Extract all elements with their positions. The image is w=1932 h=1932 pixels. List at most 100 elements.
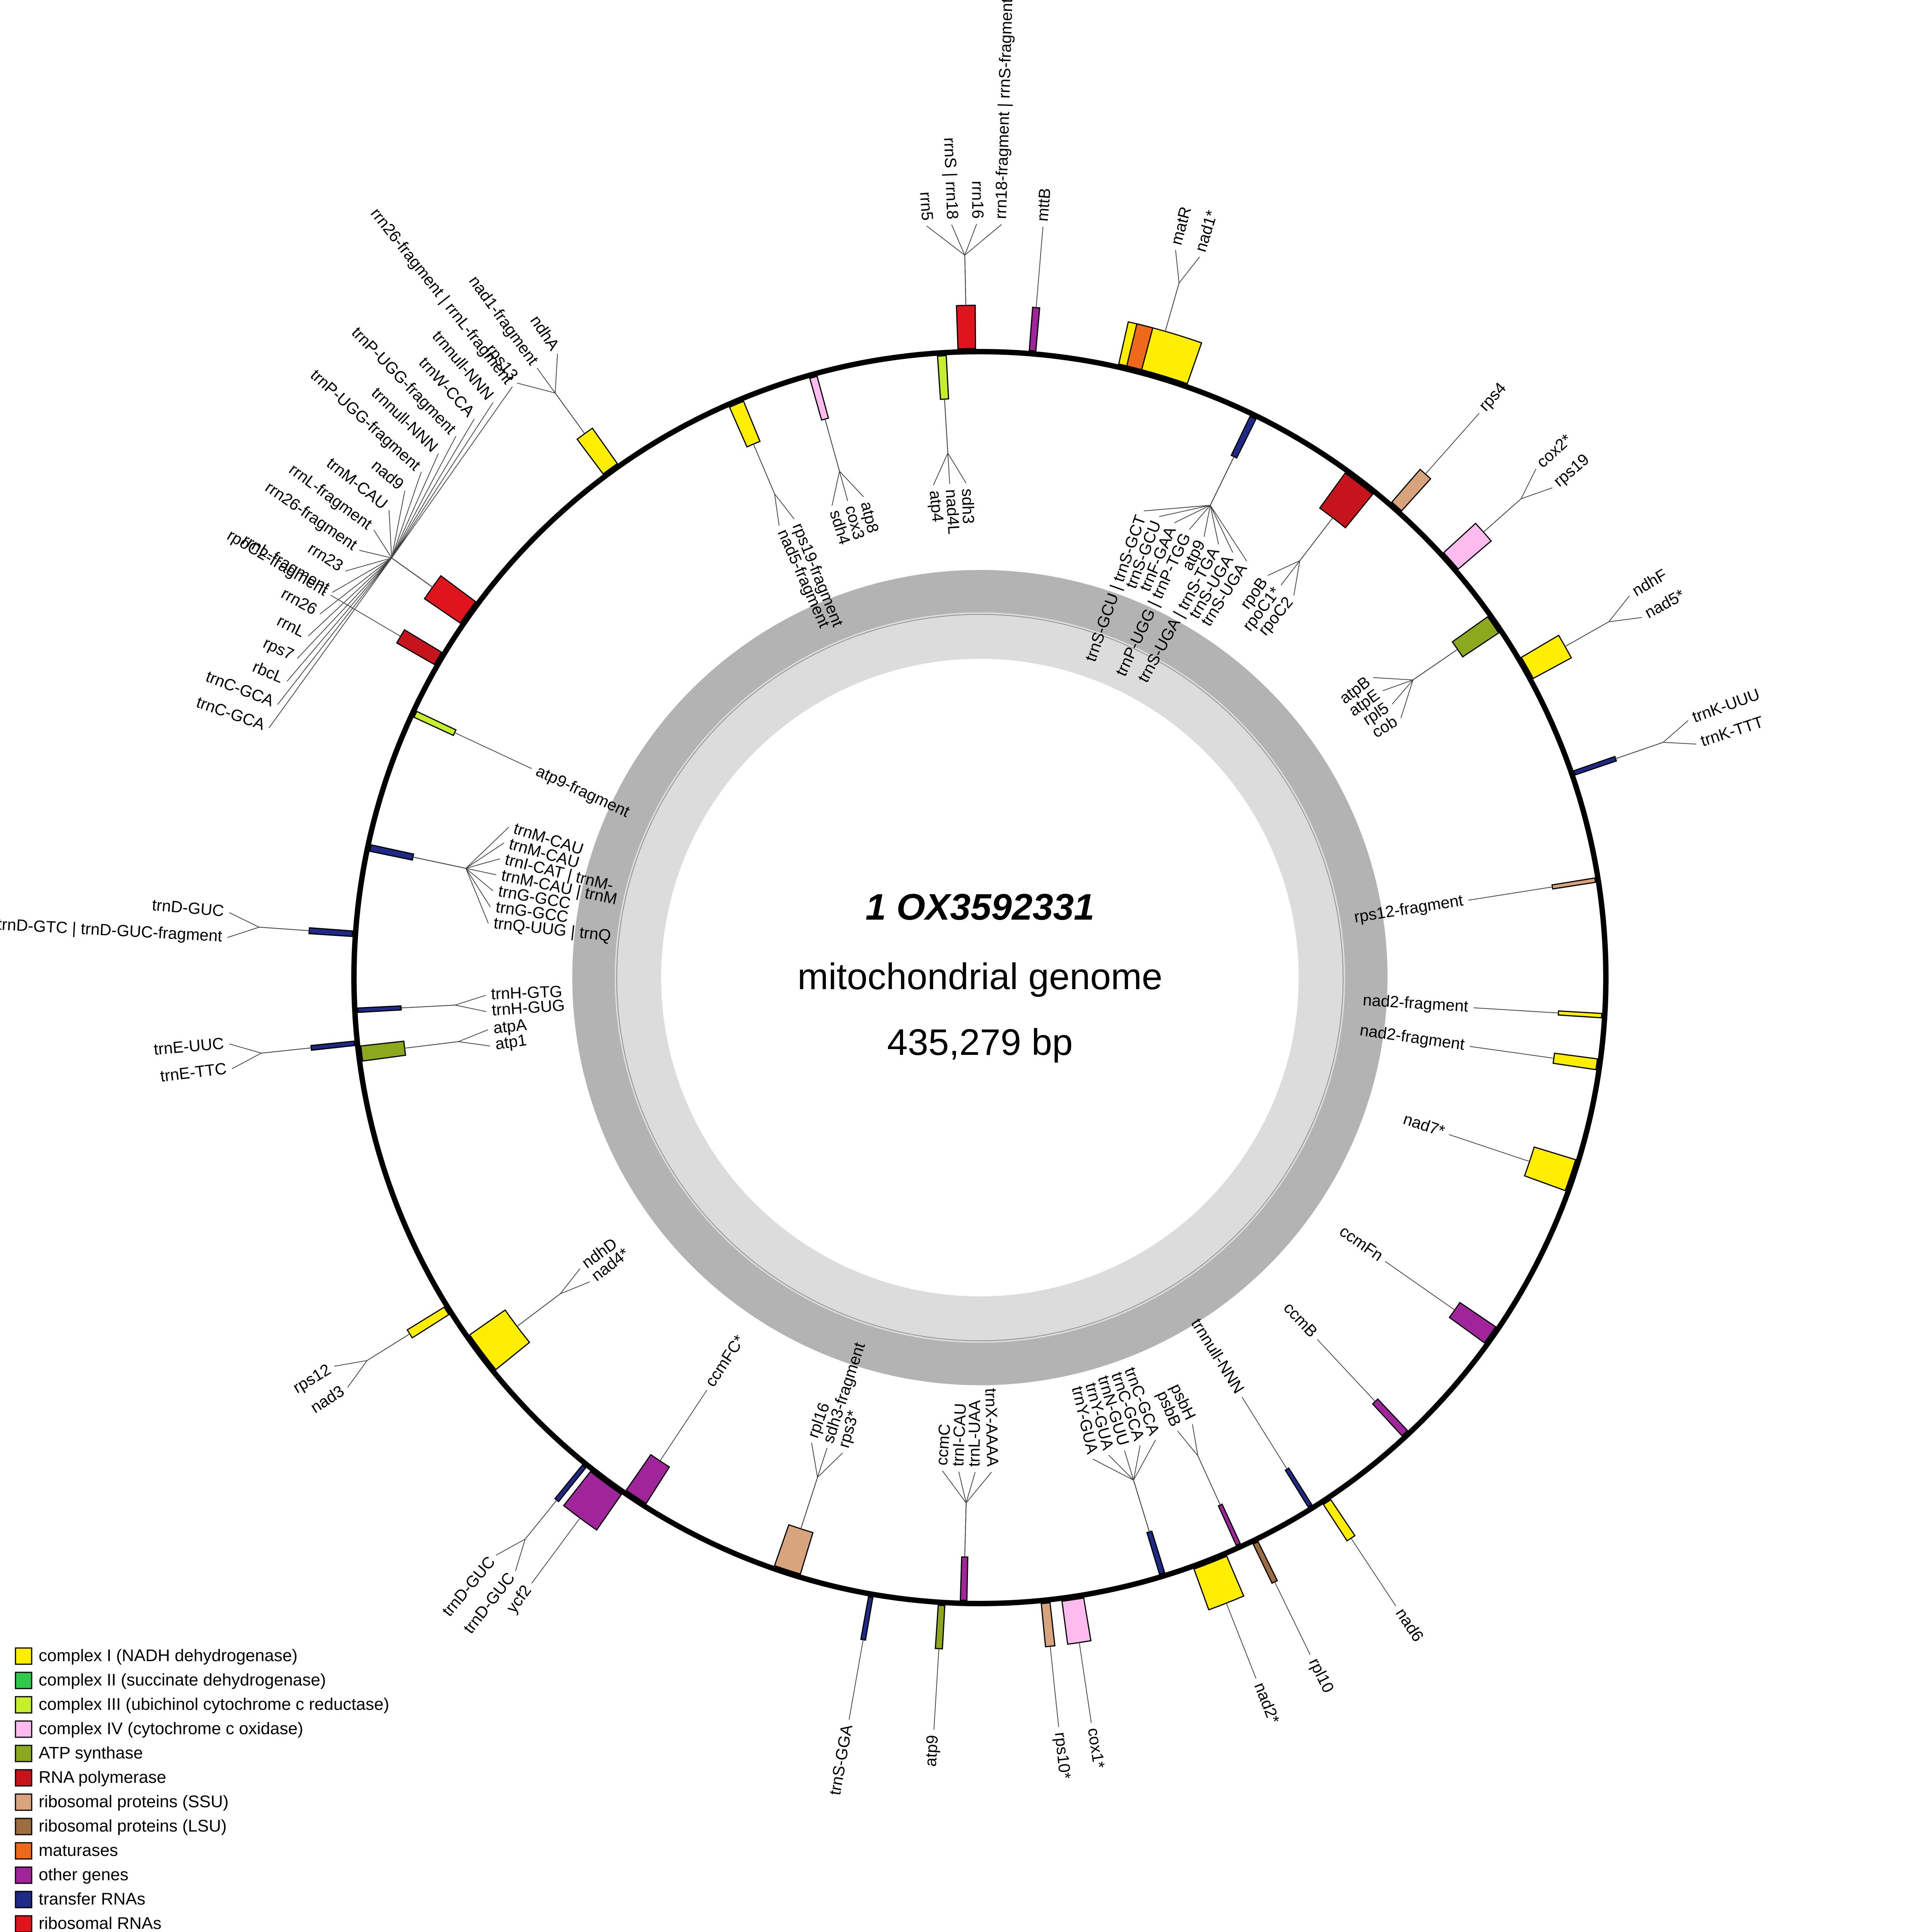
label-leader-line [401, 1005, 487, 1012]
gene-label: rbcL [250, 657, 286, 686]
gene-block-trnc-gca [423, 575, 476, 624]
gene-feature-trnq-uug-trnq: trnQ-UUG | trnQtrnG-GCCtrnG-GCCtrnM-CAU … [369, 819, 619, 945]
gene-block-trnnull-nnn [1284, 1467, 1313, 1508]
label-leader-line [413, 842, 504, 869]
gene-block-psbh [1218, 1503, 1241, 1546]
gene-label: trnnull-NNN [1188, 1315, 1248, 1396]
gene-label: rps4 [1475, 379, 1509, 414]
legend-swatch [15, 1745, 32, 1762]
gene-label: trnD-GTC | trnD-GUC-fragment [0, 915, 223, 945]
label-leader-line [1565, 595, 1630, 647]
legend-item-complex-iii-ubichinol-cytochrome-c-reductase: complex III (ubichinol cytochrome c redu… [15, 1695, 389, 1714]
label-leader-line [334, 1333, 410, 1367]
gene-feature-atp9: atp9 [921, 1604, 946, 1767]
legend-swatch [15, 1720, 32, 1738]
label-leader-line [1210, 456, 1247, 561]
label-leader-line [413, 857, 489, 923]
gene-block-nad3 [406, 1306, 450, 1339]
label-leader-line [330, 595, 401, 637]
label-leader-line [405, 1029, 488, 1049]
gene-feature-rpl10: rpl10 [1252, 1541, 1338, 1696]
gene-block-rps4 [1391, 468, 1432, 512]
gene-feature-ccmfc: ccmFC* [625, 1332, 748, 1505]
legend-item-rna-polymerase: RNA polymerase [15, 1768, 166, 1787]
legend-item-ribosomal-proteins-ssu: ribosomal proteins (SSU) [15, 1792, 229, 1811]
label-leader-line [229, 1043, 311, 1054]
gene-block-trnq-uug-trnq [369, 844, 415, 861]
gene-label: ccmFn [1336, 1222, 1386, 1265]
legend-label: RNA polymerase [39, 1768, 166, 1787]
gene-block-nad7 [1524, 1146, 1577, 1192]
label-leader-line [1133, 1440, 1156, 1532]
gc-outer-band [572, 570, 1388, 1385]
gene-label: sdh3 [959, 488, 978, 524]
legend-swatch [15, 1793, 32, 1811]
gene-label: trnE-TTC [159, 1059, 228, 1085]
label-leader-line [1210, 456, 1235, 545]
label-leader-line [964, 1472, 976, 1557]
label-leader-line [1615, 720, 1689, 759]
label-leader-line [515, 1500, 557, 1571]
gene-label: nad6 [1392, 1605, 1427, 1645]
label-leader-line [964, 224, 1002, 306]
legend-label: complex II (succinate dehydrogenase) [39, 1670, 326, 1689]
label-leader-line [345, 557, 433, 588]
label-leader-line [1165, 257, 1200, 332]
gene-feature-cox2: cox2*rps19 [1443, 430, 1592, 570]
label-leader-line [1293, 517, 1333, 596]
gene-label: rrnL [274, 611, 308, 641]
gene-label: ccmC [932, 1423, 954, 1466]
gene-block-trnk-uuu [1573, 755, 1617, 776]
label-leader-line [926, 226, 966, 306]
genome-length: 435,279 bp [887, 1022, 1073, 1063]
legend-label: ribosomal RNAs [39, 1914, 162, 1932]
legend-swatch [15, 1769, 32, 1787]
gene-feature-nad2: nad2* [1193, 1555, 1283, 1726]
legend-label: transfer RNAs [39, 1889, 145, 1908]
label-leader-line [964, 224, 977, 306]
gene-label: atpA [492, 1015, 527, 1037]
gene-block-rps3 [774, 1524, 814, 1575]
label-leader-line [517, 383, 585, 434]
gene-label: nad2* [1251, 1680, 1283, 1726]
label-leader-line [1092, 1459, 1150, 1532]
legend-item-complex-ii-succinate-dehydrogenase: complex II (succinate dehydrogenase) [15, 1670, 326, 1689]
label-leader-line [1469, 1046, 1554, 1059]
gene-feature-nad6: nad6 [1322, 1499, 1427, 1645]
gene-feature-nad7: nad7* [1401, 1109, 1577, 1192]
label-leader-line [1483, 487, 1553, 532]
gene-block-ndhf [1520, 634, 1572, 679]
legend-item-maturases: maturases [15, 1841, 118, 1860]
gene-label: rps10* [1051, 1731, 1074, 1780]
legend-item-other-genes: other genes [15, 1865, 128, 1884]
gene-label: trnS-GGA [825, 1723, 855, 1796]
gene-label: rps7 [260, 633, 297, 663]
gene-label: rrn18-fragment | rrnS-fragment [992, 0, 1016, 219]
label-leader-line [1079, 1642, 1092, 1723]
label-leader-line [347, 1333, 410, 1388]
gc-content-ring [572, 570, 1388, 1385]
label-leader-line [391, 386, 513, 588]
gene-block-trnc-gca [1146, 1530, 1165, 1575]
gc-inner-band [615, 612, 1345, 1343]
gene-block-rpoc2-fragment [396, 629, 442, 665]
label-leader-line [849, 1639, 864, 1720]
label-leader-line [1468, 886, 1553, 901]
label-leader-line [227, 927, 310, 938]
label-leader-line [1317, 1339, 1376, 1402]
gene-block-cox1 [1061, 1597, 1092, 1645]
label-leader-line [753, 444, 780, 526]
legend-swatch [15, 1891, 32, 1908]
gene-block-ccmfn [1448, 1301, 1497, 1344]
gene-block-rpl10 [1252, 1541, 1278, 1584]
label-leader-line [660, 1389, 707, 1461]
